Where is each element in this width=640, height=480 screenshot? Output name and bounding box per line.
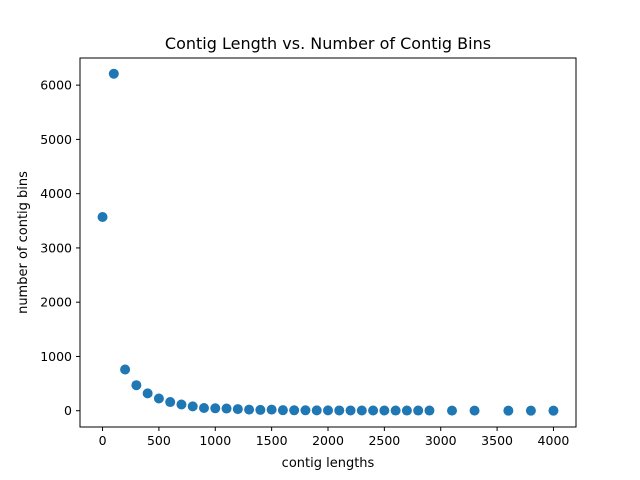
data-point <box>503 405 514 416</box>
data-point <box>131 380 142 391</box>
data-point <box>368 405 379 416</box>
data-point <box>108 68 119 79</box>
plot-frame <box>79 57 577 428</box>
axis-ticks: 0 500 1000 1500 2000 2500 3000 3500 4000 0 1000 200… <box>40 78 569 448</box>
data-point <box>379 405 390 416</box>
data-point <box>334 405 345 416</box>
data-point <box>525 405 536 416</box>
data-point <box>165 397 176 408</box>
data-point <box>210 403 221 414</box>
data-point <box>345 405 356 416</box>
x-tick-label: 1500 <box>256 433 288 448</box>
y-tick-label: 2000 <box>40 295 72 310</box>
data-point <box>232 404 243 415</box>
y-tick-label: 6000 <box>40 78 72 93</box>
data-point <box>356 405 367 416</box>
data-point <box>199 403 209 414</box>
x-tick-label: 4000 <box>538 433 570 448</box>
data-point <box>447 405 457 416</box>
x-tick-label: 2000 <box>312 433 344 448</box>
data-point <box>266 404 277 415</box>
data-point <box>390 405 401 416</box>
y-tick-label: 1000 <box>40 349 72 364</box>
data-point <box>97 211 108 222</box>
x-axis-label: contig lengths <box>282 456 375 471</box>
y-tick-label: 5000 <box>40 132 72 147</box>
data-point <box>323 405 333 416</box>
data-point <box>413 405 424 416</box>
data-point <box>153 393 164 404</box>
data-point <box>255 404 266 415</box>
y-axis-label: number of contig bins <box>16 171 31 314</box>
x-tick-label: 3500 <box>481 433 513 448</box>
data-point <box>300 405 311 416</box>
data-point <box>142 388 153 399</box>
data-point <box>469 405 480 416</box>
data-point <box>176 399 187 410</box>
y-tick-label: 0 <box>64 403 72 418</box>
x-tick-label: 2500 <box>368 433 400 448</box>
data-point <box>311 405 322 416</box>
data-point <box>289 405 300 416</box>
data-point <box>221 403 232 414</box>
y-tick-label: 4000 <box>40 186 72 201</box>
data-point <box>548 405 559 416</box>
x-tick-label: 1000 <box>199 433 231 448</box>
data-points <box>97 68 559 416</box>
y-tick-label: 3000 <box>40 240 72 255</box>
chart-title: Contig Length vs. Number of Contig Bins <box>165 34 491 53</box>
x-tick-label: 500 <box>147 433 171 448</box>
data-point <box>424 405 435 416</box>
data-point <box>120 364 131 375</box>
data-point <box>277 405 288 416</box>
x-tick-label: 0 <box>99 433 107 448</box>
data-point <box>244 404 255 415</box>
data-point <box>401 405 412 416</box>
x-tick-label: 3000 <box>425 433 457 448</box>
data-point <box>187 401 198 412</box>
